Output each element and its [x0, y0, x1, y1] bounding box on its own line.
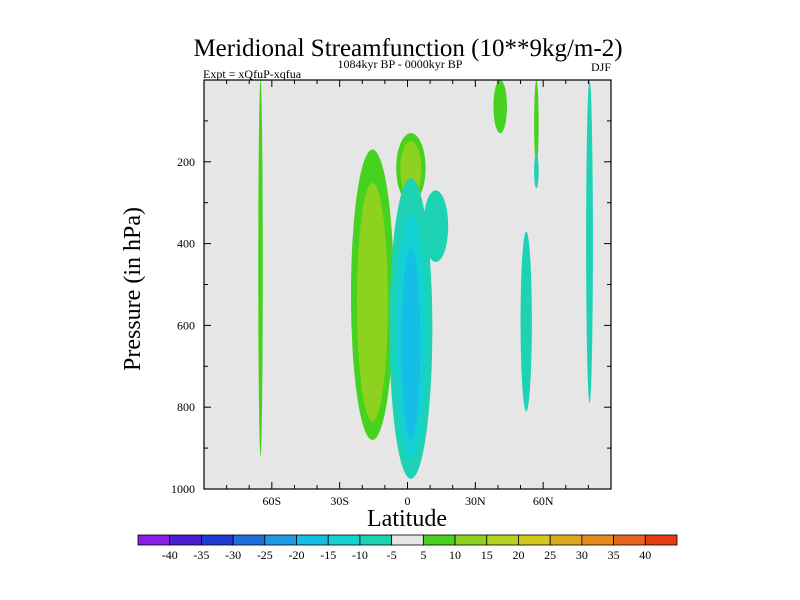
y-tick-label-400: 400 [177, 237, 195, 251]
x-tick-label-60S: 60S [262, 494, 281, 508]
season-label: DJF [591, 60, 611, 74]
colorbar-label--10: -10 [352, 548, 368, 562]
y-tick-label-800: 800 [177, 400, 195, 414]
colorbar-swatch-7 [327, 534, 361, 546]
colorbar-label--20: -20 [289, 548, 305, 562]
colorbar-label-10: 10 [449, 548, 461, 562]
contour-band-cell-15S-2 [356, 182, 388, 422]
contour-plot-area: 60S 30S 0 30N 60N 200 400 600 800 1000 [171, 79, 612, 508]
colorbar-label--25: -25 [257, 548, 273, 562]
colorbar-swatch-3 [201, 534, 234, 546]
contour-fills [258, 80, 593, 479]
colorbar-label-20: 20 [512, 548, 524, 562]
chart-title: Meridional Streamfunction (10**9kg/m-2) [193, 35, 622, 62]
y-tick-label-200: 200 [177, 155, 195, 169]
colorbar-label-30: 30 [576, 548, 588, 562]
y-axis-label: Pressure (in hPa) [120, 207, 146, 371]
axis-ticks [203, 79, 612, 490]
colorbar-swatch-17 [644, 534, 678, 546]
colorbar-label--5: -5 [387, 548, 397, 562]
experiment-label: Expt = xQfuP-xqfua [203, 67, 302, 81]
colorbar-label--15: -15 [320, 548, 336, 562]
contour-band-band-65S-1 [258, 80, 263, 457]
colorbar-label--35: -35 [193, 548, 209, 562]
contour-band-band-55N-lower-1 [534, 153, 539, 189]
colorbar-swatch-10 [422, 534, 456, 546]
colorbar-swatch-9 [391, 534, 424, 546]
colorbar-label-40: 40 [639, 548, 651, 562]
x-tick-label-60N: 60N [533, 494, 554, 508]
colorbar-swatch-16 [613, 534, 646, 546]
colorbar: -40 -35 -30 -25 -20 -15 -10 -5 5 10 15 20 25 30 35 40 [137, 534, 678, 562]
colorbar-label-35: 35 [608, 548, 620, 562]
colorbar-label-15: 15 [481, 548, 493, 562]
colorbar-label--40: -40 [162, 548, 178, 562]
contour-band-cell-10N-upper-1 [423, 190, 449, 263]
contour-band-band-40N-1 [493, 80, 507, 134]
colorbar-swatch-4 [232, 534, 266, 546]
x-tick-label-30N: 30N [465, 494, 486, 508]
colorbar-swatch-5 [264, 534, 297, 546]
colorbar-swatch-2 [169, 534, 202, 546]
colorbar-label-25: 25 [544, 548, 556, 562]
colorbar-swatch-15 [581, 534, 614, 546]
axis-tick-labels: 60S 30S 0 30N 60N 200 400 600 800 1000 [171, 155, 554, 508]
colorbar-swatch-14 [549, 534, 583, 546]
colorbar-swatch-12 [486, 534, 519, 546]
colorbar-label-5: 5 [420, 548, 426, 562]
x-tick-label-30S: 30S [330, 494, 349, 508]
colorbar-swatch-6 [296, 534, 329, 546]
x-axis-label: Latitude [367, 506, 447, 532]
contour-band-band-52N-1 [520, 231, 532, 412]
contour-band-band-55N-upper-1 [534, 80, 539, 166]
x-tick-label-0: 0 [405, 494, 411, 508]
period-label: 1084kyr BP - 0000kyr BP [338, 57, 463, 71]
colorbar-swatch-13 [518, 534, 551, 546]
colorbar-swatch-8 [359, 534, 393, 546]
y-tick-label-1000: 1000 [171, 482, 195, 496]
colorbar-swatch-11 [454, 534, 488, 546]
y-tick-label-600: 600 [177, 318, 195, 332]
contour-band-cell-equator-lower-3 [401, 247, 421, 440]
contour-band-band-80N-1 [586, 80, 593, 404]
colorbar-swatch-1 [137, 534, 171, 546]
colorbar-label--30: -30 [225, 548, 241, 562]
